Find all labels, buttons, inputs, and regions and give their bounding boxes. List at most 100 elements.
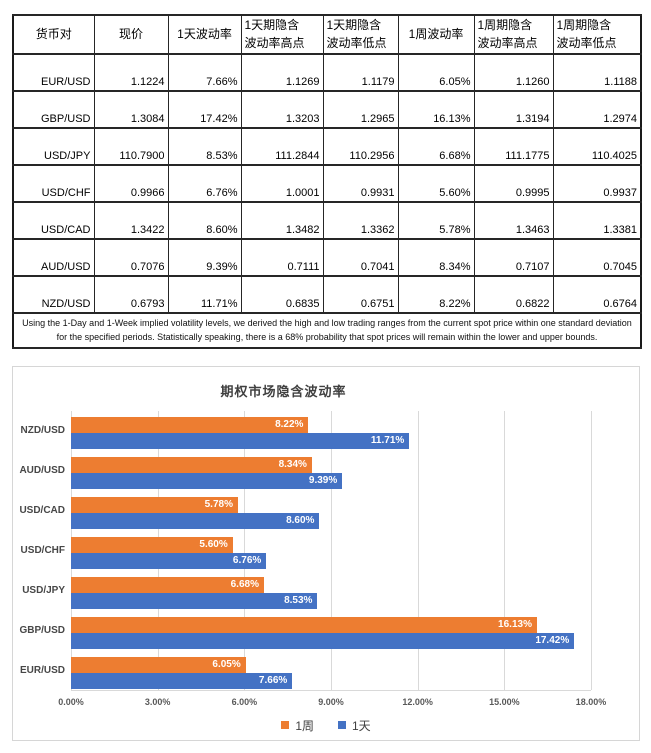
chart-category-labels: NZD/USD AUD/USD USD/CAD USD/CHF USD/JPY GBP/U… [13,411,71,691]
legend-item: 1周 [281,717,314,734]
bar-one-day: 8.60% [71,512,320,529]
value-cell: 1.3084 [93,90,169,129]
bar-group: 16.13% 17.42% [71,611,591,651]
value-cell: 0.6793 [93,275,169,314]
bar-value-label: 8.22% [275,419,304,431]
value-cell: 111.1775 [473,127,554,166]
value-cell: 1.3381 [552,201,642,240]
chart-body: NZD/USD AUD/USD USD/CAD USD/CHF USD/JPY GBP/U… [13,410,639,691]
bar-group: 5.60% 6.76% [71,531,591,571]
bar-one-day: 8.53% [71,592,318,609]
chart-x-axis: 0.00% 3.00% 6.00% 9.00% 12.00% 15.00% 18.00% [58,691,606,713]
category-label: USD/JPY [22,585,65,597]
bar-one-day: 9.39% [71,472,343,489]
x-tick-label: 12.00% [402,696,433,707]
bar-group: 5.78% 8.60% [71,491,591,531]
x-tick-label: 0.00% [58,696,84,707]
bar-value-label: 5.78% [204,499,233,511]
category-label: GBP/USD [19,625,65,637]
column-header: 1天期隐含 波动率高点 [240,14,324,55]
value-cell: 0.9937 [552,164,642,203]
legend-swatch [338,721,346,730]
value-cell: 111.2844 [240,127,324,166]
currency-pair-cell: AUD/USD [12,238,95,277]
value-cell: 8.22% [397,275,475,314]
bar-value-label: 7.66% [258,675,288,687]
currency-pair-cell: USD/JPY [12,127,95,166]
bar-value-label: 6.68% [230,579,259,591]
table-footnote: Using the 1-Day and 1-Week implied volat… [12,312,642,349]
table-row: GBP/USD 1.3084 17.42% 1.3203 1.2965 16.13% 1.3… [12,90,642,129]
bar-value-label: 11.71% [370,435,405,447]
x-tick-label: 9.00% [318,696,344,707]
currency-pair-cell: USD/CHF [12,164,95,203]
value-cell: 9.39% [167,238,242,277]
chart-title: 期权市场隐含波动率 [220,383,347,399]
volatility-table: 货币对 现价 1天波动率 1天期隐含 波动率高点 1天期隐含 波动率低点 1周波动率 1周期隐含… [12,14,642,349]
table-row: USD/CHF 0.9966 6.76% 1.0001 0.9931 5.60% 0.999… [12,164,642,203]
x-tick-label: 3.00% [144,696,171,707]
bar-one-day: 7.66% [71,672,293,689]
value-cell: 110.4025 [552,127,642,166]
value-cell: 0.9995 [473,164,554,203]
currency-pair-cell: GBP/USD [12,90,95,129]
column-header: 1周期隐含 波动率低点 [552,14,642,55]
value-cell: 0.9966 [93,164,169,203]
table-row: EUR/USD 1.1224 7.66% 1.1269 1.1179 6.05% 1.126… [12,53,642,92]
value-cell: 0.6764 [552,275,642,314]
value-cell: 1.2974 [552,90,642,129]
column-header: 现价 [93,14,169,55]
category-label: NZD/USD [20,425,65,437]
value-cell: 17.42% [167,90,242,129]
footnote-row: Using the 1-Day and 1-Week implied volat… [12,312,642,349]
value-cell: 6.05% [397,53,475,92]
bar-one-day: 6.76% [71,552,267,569]
gridline [591,410,592,690]
value-cell: 1.3463 [473,201,554,240]
value-cell: 0.7111 [240,238,324,277]
x-tick-label: 15.00% [489,696,520,707]
value-cell: 1.3482 [240,201,324,240]
value-cell: 1.1188 [552,53,642,92]
value-cell: 8.34% [397,238,475,277]
value-cell: 1.0001 [240,164,324,203]
value-cell: 1.3422 [93,201,169,240]
bar-one-week: 8.22% [71,416,309,433]
bar-one-week: 5.60% [71,536,233,553]
currency-pair-cell: EUR/USD [12,53,95,92]
legend-label: 1周 [295,718,314,733]
table-row: NZD/USD 0.6793 11.71% 0.6835 0.6751 8.22% 0.68… [12,275,642,314]
bar-value-label: 8.60% [286,515,315,527]
table-header-row: 货币对 现价 1天波动率 1天期隐含 波动率高点 1天期隐含 波动率低点 1周波动率 1周期隐含… [12,14,642,55]
value-cell: 110.2956 [322,127,399,166]
value-cell: 16.13% [397,90,475,129]
table-row: USD/CAD 1.3422 8.60% 1.3482 1.3362 5.78% 1.346… [12,201,642,240]
value-cell: 8.53% [167,127,242,166]
currency-pair-cell: NZD/USD [12,275,95,314]
x-tick-label: 6.00% [231,696,258,707]
value-cell: 1.1224 [93,53,169,92]
bar-value-label: 16.13% [498,619,532,631]
value-cell: 5.78% [397,201,475,240]
value-cell: 1.1269 [240,53,324,92]
bar-group: 6.68% 8.53% [71,571,591,611]
value-cell: 1.3203 [240,90,324,129]
category-label: AUD/USD [19,465,65,477]
column-header: 1周期隐含 波动率高点 [473,14,554,55]
bar-value-label: 9.39% [308,475,338,487]
value-cell: 11.71% [167,275,242,314]
bar-one-week: 8.34% [71,456,312,473]
bar-group: 8.34% 9.39% [71,451,591,491]
value-cell: 0.7107 [473,238,554,277]
bar-one-week: 16.13% [71,616,537,633]
bar-value-label: 6.76% [232,555,262,567]
value-cell: 110.7900 [93,127,169,166]
chart-plot: 8.22% 11.71% 8.34% 9.39% 5.78% 8.60% 5.60% 6.76… [71,410,592,691]
column-header: 1周波动率 [397,14,475,55]
gridline [504,410,506,690]
bar-one-week: 6.68% [71,576,264,593]
value-cell: 5.60% [397,164,475,203]
value-cell: 1.2965 [322,90,399,129]
legend-label: 1天 [352,718,371,733]
